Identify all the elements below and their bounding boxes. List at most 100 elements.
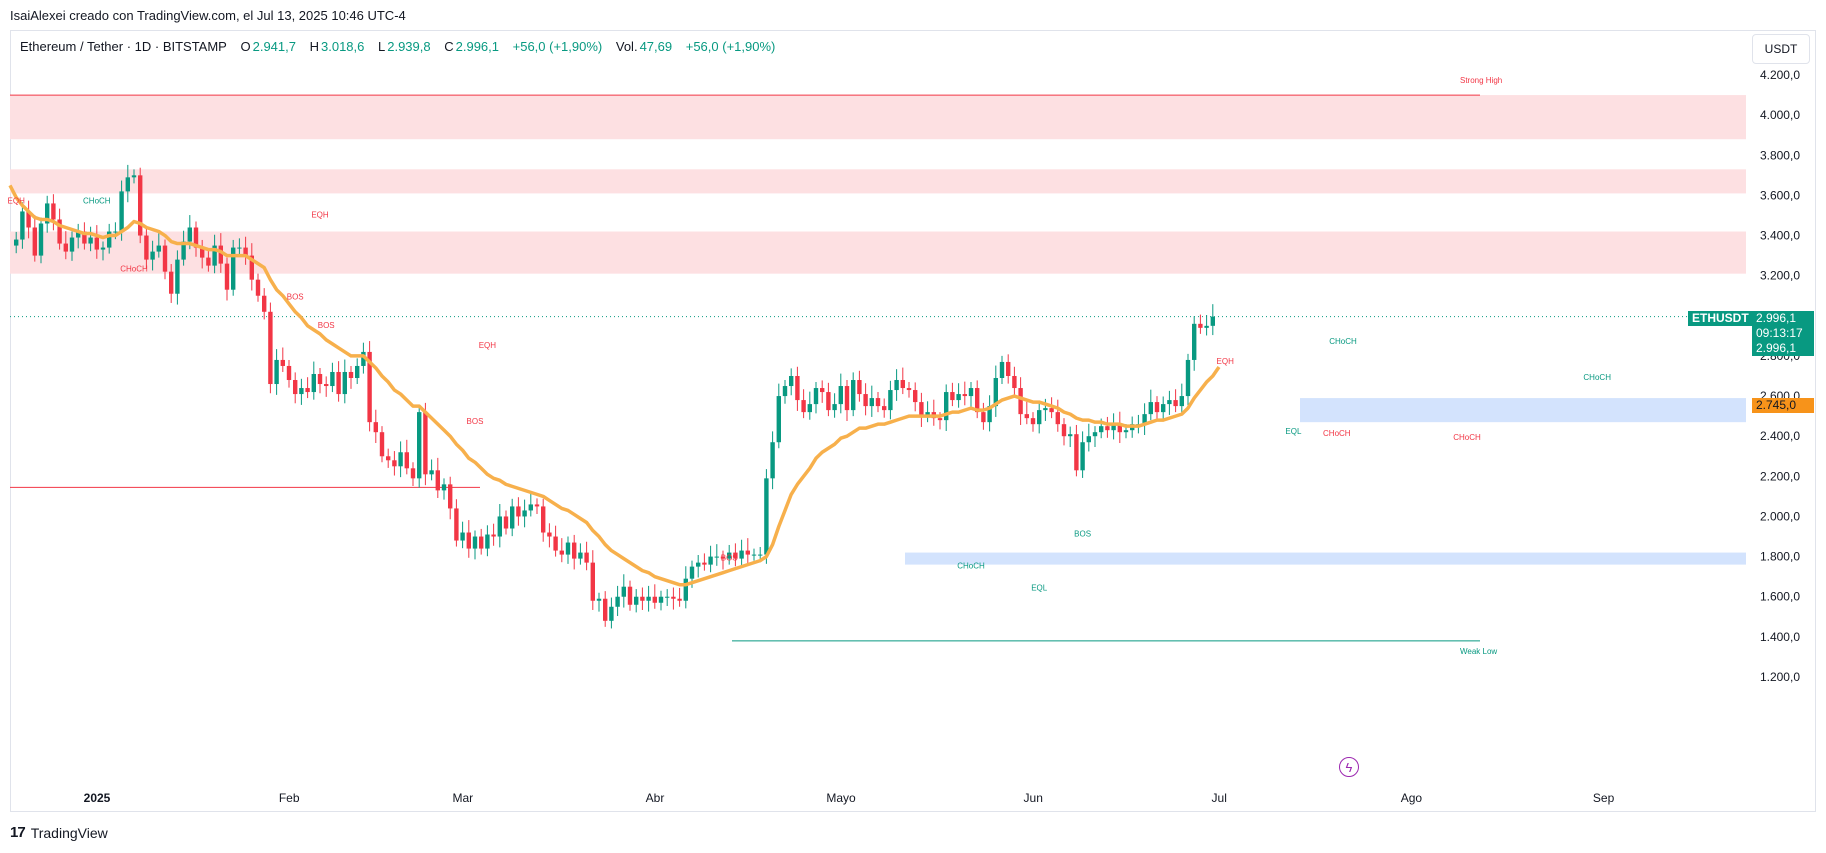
supply-zone (10, 231, 1746, 274)
candle-body (1037, 410, 1042, 425)
candle-body (720, 556, 726, 559)
candle-body (491, 534, 496, 537)
structure-label: CHoCH (1583, 373, 1611, 382)
candle-body (429, 470, 434, 475)
demand-zone (905, 552, 1746, 565)
candle-body (156, 245, 161, 252)
candle-body (727, 552, 732, 559)
candle-body (175, 259, 180, 294)
structure-label: BOS (721, 554, 738, 563)
candle-body (882, 406, 887, 411)
symbol-price-tag: ETHUSDT (1688, 311, 1753, 326)
candle-body (553, 536, 558, 551)
currency-button[interactable]: USDT (1752, 34, 1810, 64)
candle-body (677, 598, 682, 601)
candle-body (1161, 404, 1166, 413)
candle-body (1086, 436, 1091, 443)
footer-brand-name: TradingView (30, 824, 108, 841)
candle-body (999, 361, 1005, 379)
candle-body (237, 247, 242, 249)
candle-body (392, 460, 397, 467)
y-tick-label: 3.400,0 (1760, 229, 1800, 243)
candle-body (317, 373, 323, 385)
candle-body (348, 371, 354, 379)
candle-body (534, 504, 540, 507)
candle-body (1018, 388, 1023, 415)
y-tick-label: 4.000,0 (1760, 108, 1800, 122)
candle-body (764, 478, 769, 555)
lightning-icon[interactable]: ϟ (1339, 757, 1359, 777)
candle-body (187, 227, 192, 242)
candle-body (572, 542, 577, 559)
candle-body (57, 219, 62, 244)
symbol-name[interactable]: Ethereum / Tether · 1D · BITSTAMP (20, 39, 227, 54)
candle-body (900, 380, 905, 389)
candle-body (503, 516, 509, 529)
candle-body (1123, 430, 1129, 433)
candle-body (838, 386, 843, 405)
structure-label: CHoCH (1323, 429, 1351, 438)
x-tick-label: Mar (452, 791, 473, 805)
structure-label: BOS (318, 321, 335, 330)
candle-body (696, 562, 701, 567)
candle-body (621, 586, 626, 597)
candle-body (541, 506, 546, 533)
y-tick-label: 1.800,0 (1760, 550, 1800, 564)
footer-brand[interactable]: 17 TradingView (10, 824, 108, 841)
candle-body (1055, 412, 1060, 425)
candle-body (968, 388, 974, 397)
candle-body (330, 371, 335, 387)
candle-body (646, 596, 651, 601)
candle-body (355, 365, 360, 379)
candle-body (107, 231, 112, 248)
candle-body (1080, 442, 1085, 471)
candle-body (689, 566, 695, 579)
structure-label: CHoCH (1329, 337, 1357, 346)
candle-body (423, 412, 428, 475)
candle-body (212, 245, 217, 266)
candle-body (1024, 414, 1029, 419)
candle-body (472, 536, 478, 549)
candle-body (888, 390, 893, 411)
candle-body (286, 365, 292, 381)
candle-body (590, 562, 595, 601)
candle-body (169, 271, 174, 294)
x-tick-label: Jun (1024, 791, 1043, 805)
candle-body (14, 239, 19, 246)
candle-body (1204, 325, 1209, 328)
high-label: H (309, 39, 319, 54)
candle-body (714, 556, 719, 558)
change-value: +56,0 (+1,90%) (512, 39, 603, 54)
candle-body (299, 388, 304, 395)
structure-label: CHoCH (120, 265, 148, 274)
candle-body (702, 562, 707, 565)
candle-body (200, 247, 205, 258)
candle-body (1068, 434, 1073, 437)
candle-body (1012, 376, 1017, 389)
structure-label: EQL (1031, 584, 1048, 593)
candle-body (466, 532, 471, 549)
candle-body (683, 578, 688, 601)
structure-label: BOS (1074, 530, 1091, 539)
candle-body (510, 506, 515, 529)
candle-body (528, 504, 533, 511)
candle-body (1154, 402, 1160, 413)
candle-body (956, 394, 961, 401)
y-tick-label: 2.000,0 (1760, 509, 1800, 523)
candle-body (268, 311, 273, 385)
symbol-legend: Ethereum / Tether · 1D · BITSTAMP O 2.941… (20, 39, 777, 54)
candle-body (603, 598, 608, 621)
close-label: C (444, 39, 454, 54)
candle-body (751, 554, 757, 556)
candle-body (1043, 408, 1048, 411)
candle-body (789, 376, 794, 387)
supply-zone (10, 169, 1746, 194)
candle-body (94, 237, 99, 250)
candle-body (1049, 408, 1054, 413)
structure-label: EQH (479, 341, 497, 350)
candle-body (609, 606, 614, 621)
candle-body (782, 386, 788, 397)
candle-body (243, 247, 248, 256)
candle-body (1142, 414, 1147, 425)
